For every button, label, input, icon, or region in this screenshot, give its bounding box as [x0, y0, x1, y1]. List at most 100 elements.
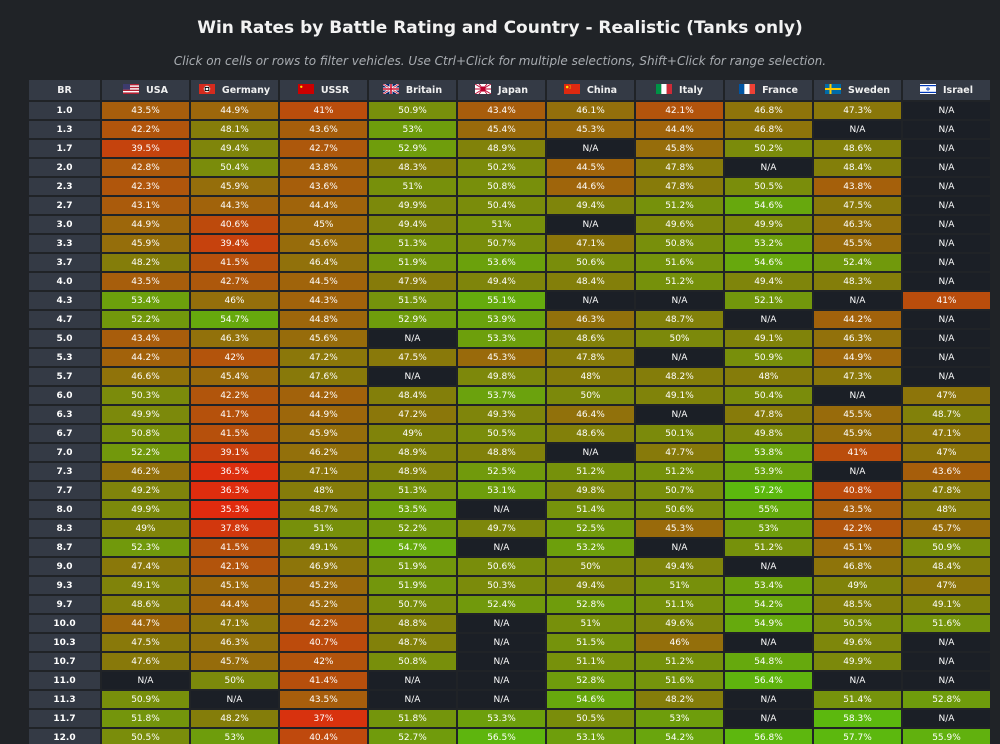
table-row[interactable]: 8.3 49% 37.8% 51% 52.2% 49.7% 52.5% 45.3% 53% 42.…	[29, 520, 990, 537]
win-rate-cell[interactable]: 52.2%	[102, 444, 189, 461]
win-rate-cell[interactable]: 45.2%	[280, 596, 367, 613]
win-rate-cell[interactable]: 52.5%	[458, 463, 545, 480]
win-rate-cell[interactable]: 51.1%	[636, 596, 723, 613]
win-rate-cell[interactable]: 44.3%	[280, 292, 367, 309]
win-rate-cell[interactable]: 35.3%	[191, 501, 278, 518]
win-rate-cell[interactable]: 52.2%	[369, 520, 456, 537]
br-row-header[interactable]: 8.3	[29, 520, 100, 537]
win-rate-cell[interactable]: 47.6%	[280, 368, 367, 385]
win-rate-cell[interactable]: 47.8%	[903, 482, 990, 499]
win-rate-cell[interactable]: 45.7%	[903, 520, 990, 537]
win-rate-cell[interactable]: 43.5%	[280, 691, 367, 708]
br-row-header[interactable]: 1.0	[29, 102, 100, 119]
win-rate-cell[interactable]: 50.3%	[102, 387, 189, 404]
br-row-header[interactable]: 6.3	[29, 406, 100, 423]
table-row[interactable]: 7.3 46.2% 36.5% 47.1% 48.9% 52.5% 51.2% 51.2% 53…	[29, 463, 990, 480]
win-rate-cell[interactable]: 53.4%	[102, 292, 189, 309]
br-row-header[interactable]: 11.7	[29, 710, 100, 727]
br-row-header[interactable]: 10.7	[29, 653, 100, 670]
win-rate-cell[interactable]: 40.6%	[191, 216, 278, 233]
win-rate-cell[interactable]: 48.9%	[369, 463, 456, 480]
win-rate-cell[interactable]: 46%	[636, 634, 723, 651]
win-rate-cell[interactable]: 57.2%	[725, 482, 812, 499]
win-rate-cell[interactable]: 47.1%	[547, 235, 634, 252]
win-rate-cell[interactable]: 49.4%	[191, 140, 278, 157]
win-rate-cell[interactable]: 53.8%	[725, 444, 812, 461]
br-row-header[interactable]: 9.3	[29, 577, 100, 594]
win-rate-cell[interactable]: 37.8%	[191, 520, 278, 537]
win-rate-cell[interactable]: 47.8%	[725, 406, 812, 423]
br-row-header[interactable]: 4.0	[29, 273, 100, 290]
win-rate-cell[interactable]: 48.9%	[369, 444, 456, 461]
win-rate-cell[interactable]: 48.4%	[547, 273, 634, 290]
br-row-header[interactable]: 8.7	[29, 539, 100, 556]
win-rate-cell[interactable]: 42.2%	[814, 520, 901, 537]
win-rate-cell[interactable]: 43.6%	[280, 121, 367, 138]
win-rate-cell[interactable]: 42.3%	[102, 178, 189, 195]
win-rate-cell[interactable]: N/A	[458, 615, 545, 632]
win-rate-cell[interactable]: 53.1%	[458, 482, 545, 499]
win-rate-cell[interactable]: 54.6%	[725, 254, 812, 271]
table-row[interactable]: 11.7 51.8% 48.2% 37% 51.8% 53.3% 50.5% 53% N/A 58…	[29, 710, 990, 727]
table-row[interactable]: 10.0 44.7% 47.1% 42.2% 48.8% N/A 51% 49.6% 54.9%…	[29, 615, 990, 632]
br-row-header[interactable]: 10.3	[29, 634, 100, 651]
win-rate-cell[interactable]: 40.4%	[280, 729, 367, 744]
win-rate-cell[interactable]: 48%	[547, 368, 634, 385]
br-row-header[interactable]: 1.7	[29, 140, 100, 157]
win-rate-cell[interactable]: 51.6%	[636, 672, 723, 689]
win-rate-cell[interactable]: 45.7%	[191, 653, 278, 670]
win-rate-cell[interactable]: 52.7%	[369, 729, 456, 744]
win-rate-cell[interactable]: 42.7%	[280, 140, 367, 157]
win-rate-cell[interactable]: 50.2%	[725, 140, 812, 157]
win-rate-cell[interactable]: 51%	[458, 216, 545, 233]
win-rate-cell[interactable]: N/A	[725, 634, 812, 651]
win-rate-cell[interactable]: 43.1%	[102, 197, 189, 214]
table-row[interactable]: 6.0 50.3% 42.2% 44.2% 48.4% 53.7% 50% 49.1% 50.4…	[29, 387, 990, 404]
win-rate-cell[interactable]: 55.9%	[903, 729, 990, 744]
win-rate-cell[interactable]: 51.6%	[903, 615, 990, 632]
win-rate-cell[interactable]: 45.9%	[814, 425, 901, 442]
win-rate-cell[interactable]: 50.6%	[458, 558, 545, 575]
win-rate-cell[interactable]: N/A	[547, 140, 634, 157]
win-rate-cell[interactable]: 50.3%	[458, 577, 545, 594]
win-rate-cell[interactable]: 42.2%	[280, 615, 367, 632]
win-rate-cell[interactable]: 49%	[369, 425, 456, 442]
win-rate-cell[interactable]: 45.2%	[280, 577, 367, 594]
win-rate-cell[interactable]: 43.6%	[280, 178, 367, 195]
br-row-header[interactable]: 5.3	[29, 349, 100, 366]
win-rate-cell[interactable]: 44.2%	[814, 311, 901, 328]
win-rate-cell[interactable]: N/A	[725, 558, 812, 575]
win-rate-cell[interactable]: 43.4%	[102, 330, 189, 347]
win-rate-cell[interactable]: 49.4%	[725, 273, 812, 290]
win-rate-cell[interactable]: 47.8%	[547, 349, 634, 366]
win-rate-cell[interactable]: 51%	[280, 520, 367, 537]
win-rate-cell[interactable]: 50.8%	[458, 178, 545, 195]
win-rate-cell[interactable]: 50.9%	[369, 102, 456, 119]
br-row-header[interactable]: 10.0	[29, 615, 100, 632]
win-rate-cell[interactable]: 54.6%	[725, 197, 812, 214]
win-rate-cell[interactable]: N/A	[369, 368, 456, 385]
br-row-header[interactable]: 4.3	[29, 292, 100, 309]
win-rate-cell[interactable]: 51.8%	[102, 710, 189, 727]
win-rate-cell[interactable]: N/A	[369, 330, 456, 347]
win-rate-cell[interactable]: 48.2%	[191, 710, 278, 727]
win-rate-cell[interactable]: 48.7%	[903, 406, 990, 423]
table-row[interactable]: 5.3 44.2% 42% 47.2% 47.5% 45.3% 47.8% N/A 50.9% 4…	[29, 349, 990, 366]
win-rate-cell[interactable]: 44.9%	[280, 406, 367, 423]
win-rate-cell[interactable]: 48.8%	[458, 444, 545, 461]
win-rate-cell[interactable]: 53%	[191, 729, 278, 744]
win-rate-cell[interactable]: 49.4%	[547, 577, 634, 594]
win-rate-cell[interactable]: 50.4%	[725, 387, 812, 404]
win-rate-cell[interactable]: 48.2%	[636, 691, 723, 708]
win-rate-cell[interactable]: 51.9%	[369, 254, 456, 271]
win-rate-cell[interactable]: 50%	[547, 558, 634, 575]
win-rate-cell[interactable]: 40.7%	[280, 634, 367, 651]
win-rate-cell[interactable]: 53%	[636, 710, 723, 727]
win-rate-cell[interactable]: 42.2%	[191, 387, 278, 404]
win-rate-cell[interactable]: 43.5%	[102, 273, 189, 290]
br-row-header[interactable]: 2.0	[29, 159, 100, 176]
win-rate-cell[interactable]: 46%	[191, 292, 278, 309]
win-rate-cell[interactable]: 47.4%	[102, 558, 189, 575]
win-rate-cell[interactable]: 51%	[547, 615, 634, 632]
win-rate-cell[interactable]: N/A	[636, 349, 723, 366]
